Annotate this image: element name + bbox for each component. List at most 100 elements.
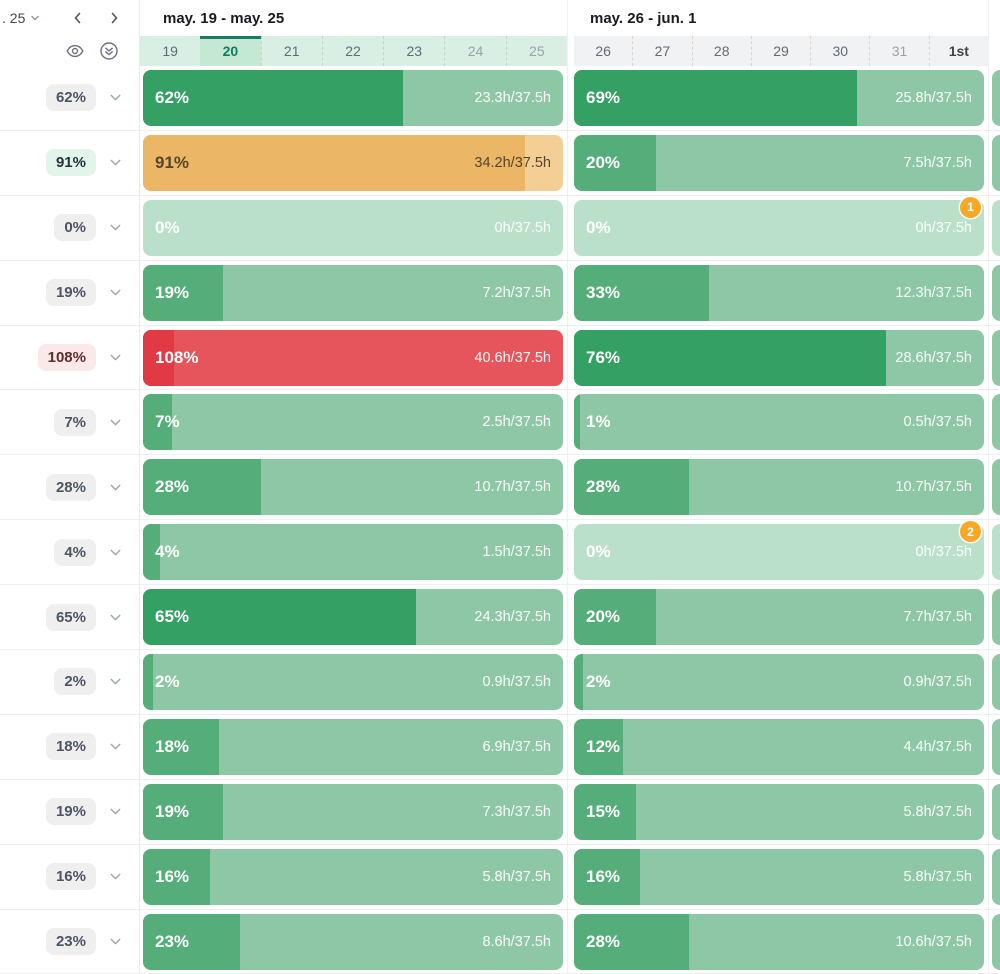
- week1-utilization-bar[interactable]: 23% 8.6h/37.5h: [143, 913, 563, 970]
- week1-utilization-bar[interactable]: 65% 24.3h/37.5h: [143, 589, 563, 646]
- next-week-edge-cell: [992, 715, 1000, 779]
- day-cell-19[interactable]: 19: [162, 43, 178, 59]
- day-cell-25[interactable]: 25: [505, 36, 567, 66]
- day-cell-31[interactable]: 31: [869, 36, 928, 66]
- day-cell-29[interactable]: 29: [750, 36, 810, 66]
- day-cell-26[interactable]: 26: [595, 43, 611, 59]
- next-week-edge-cell: [992, 390, 1000, 454]
- chevron-down-icon[interactable]: [107, 738, 124, 755]
- bar-percent-label: 18%: [155, 736, 190, 756]
- week2-utilization-bar[interactable]: 28% 10.6h/37.5h: [574, 913, 984, 970]
- week1-utilization-bar[interactable]: 62% 23.3h/37.5h: [143, 70, 563, 126]
- week1-utilization-bar[interactable]: 108% 40.6h/37.5h: [143, 329, 563, 386]
- week2-utilization-bar[interactable]: 0% 0h/37.5h: [574, 199, 984, 256]
- week2-utilization-bar[interactable]: 15% 5.8h/37.5h: [574, 783, 984, 840]
- bar-fill: [574, 134, 656, 191]
- next-week-edge-cell: [992, 845, 1000, 909]
- day-cell-20[interactable]: 20: [200, 36, 261, 66]
- week2-utilization-bar[interactable]: 33% 12.3h/37.5h: [574, 264, 984, 321]
- header-left-panel: . 25: [0, 0, 140, 66]
- bar-fill: [143, 718, 219, 775]
- chevron-down-icon[interactable]: [107, 89, 124, 106]
- next-week-bar-sliver: [992, 264, 1000, 321]
- week1-bar-cell: 62% 23.3h/37.5h: [140, 66, 568, 130]
- bar-percent-label: 76%: [586, 347, 621, 367]
- chevron-down-icon[interactable]: [107, 349, 124, 366]
- utilization-badge: 18%: [45, 733, 96, 761]
- day-cell-21[interactable]: 21: [260, 36, 322, 66]
- week1-utilization-bar[interactable]: 4% 1.5h/37.5h: [143, 524, 563, 581]
- collapse-all-button[interactable]: [99, 41, 119, 61]
- bar-hours-label: 34.2h/37.5h: [474, 154, 551, 171]
- chevron-down-icon[interactable]: [107, 154, 124, 171]
- member-row: 91% 91% 34.2h/37.5h 20% 7.5h/37.5h: [0, 130, 1000, 196]
- week1-utilization-bar[interactable]: 19% 7.2h/37.5h: [143, 264, 563, 321]
- week1-bar-cell: 2% 0.9h/37.5h: [140, 650, 568, 714]
- chevron-down-icon[interactable]: [107, 414, 124, 431]
- chevron-down-icon[interactable]: [107, 544, 124, 561]
- bar-percent-label: 108%: [155, 347, 199, 367]
- notification-badge[interactable]: 1: [960, 196, 981, 218]
- chevron-down-icon[interactable]: [107, 219, 124, 236]
- day-cell-22[interactable]: 22: [321, 36, 383, 66]
- chevron-down-icon[interactable]: [107, 803, 124, 820]
- week2-bar-cell: 28% 10.7h/37.5h: [574, 455, 989, 520]
- week2-utilization-bar[interactable]: 20% 7.7h/37.5h: [574, 589, 984, 646]
- bar-percent-label: 62%: [155, 88, 190, 107]
- day-cell-30[interactable]: 30: [810, 36, 869, 66]
- visibility-toggle-button[interactable]: [65, 41, 85, 61]
- bar-hours-label: 2.5h/37.5h: [482, 414, 551, 431]
- chevron-down-icon[interactable]: [107, 609, 124, 626]
- week1-utilization-bar[interactable]: 91% 34.2h/37.5h: [143, 134, 563, 191]
- week2-bar-cell: 69% 25.8h/37.5h: [574, 66, 989, 130]
- bar-fill: [143, 654, 153, 711]
- week1-utilization-bar[interactable]: 7% 2.5h/37.5h: [143, 394, 563, 451]
- bar-percent-label: 0%: [586, 217, 611, 237]
- week2-bar-cell: 15% 5.8h/37.5h: [574, 779, 989, 844]
- week2-utilization-bar[interactable]: 12% 4.4h/37.5h: [574, 718, 984, 775]
- week2-utilization-bar[interactable]: 28% 10.7h/37.5h: [574, 459, 984, 516]
- period-selector[interactable]: . 25: [2, 10, 41, 26]
- prev-week-button[interactable]: [71, 11, 85, 25]
- chevron-down-icon[interactable]: [107, 673, 124, 690]
- week2-utilization-bar[interactable]: 20% 7.5h/37.5h: [574, 134, 984, 191]
- week2-utilization-bar[interactable]: 2% 0.9h/37.5h: [574, 654, 984, 711]
- week1-utilization-bar[interactable]: 2% 0.9h/37.5h: [143, 654, 563, 711]
- bar-percent-label: 15%: [586, 801, 621, 821]
- week2-utilization-bar[interactable]: 16% 5.8h/37.5h: [574, 848, 984, 905]
- day-cell-23[interactable]: 23: [383, 36, 444, 66]
- week1-bar-cell: 18% 6.9h/37.5h: [140, 714, 568, 779]
- day-cell-28[interactable]: 28: [691, 36, 751, 66]
- utilization-badge: 2%: [54, 668, 96, 696]
- week1-utilization-bar[interactable]: 0% 0h/37.5h: [143, 199, 563, 256]
- bar-hours-label: 40.6h/37.5h: [474, 349, 551, 366]
- chevron-down-icon[interactable]: [107, 284, 124, 301]
- week1-bar-cell: 0% 0h/37.5h: [140, 195, 568, 260]
- next-week-button[interactable]: [107, 11, 121, 25]
- member-row: 65% 65% 24.3h/37.5h 20% 7.7h/37.5h: [0, 585, 1000, 651]
- week1-bar-cell: 19% 7.2h/37.5h: [140, 260, 568, 325]
- week2-bar-cell: 16% 5.8h/37.5h: [574, 844, 989, 909]
- chevron-down-icon[interactable]: [107, 479, 124, 496]
- week2-bar-cell: 20% 7.5h/37.5h: [574, 130, 989, 195]
- notification-badge[interactable]: 2: [960, 521, 981, 543]
- day-cell-27[interactable]: 27: [632, 36, 691, 66]
- week2-utilization-bar[interactable]: 0% 0h/37.5h: [574, 524, 984, 581]
- day-cell-24[interactable]: 24: [444, 36, 505, 66]
- chevron-down-icon[interactable]: [107, 933, 124, 950]
- week2-utilization-bar[interactable]: 76% 28.6h/37.5h: [574, 329, 984, 386]
- bar-fill: [574, 264, 710, 321]
- week2-utilization-bar[interactable]: 69% 25.8h/37.5h: [574, 70, 984, 126]
- utilization-badge: 23%: [45, 928, 96, 956]
- chevron-down-icon[interactable]: [107, 868, 124, 885]
- member-row: 23% 23% 8.6h/37.5h 28% 10.6h/37.5h: [0, 909, 1000, 974]
- week1-utilization-bar[interactable]: 28% 10.7h/37.5h: [143, 459, 563, 516]
- week1-utilization-bar[interactable]: 19% 7.3h/37.5h: [143, 783, 563, 840]
- row-left-panel: 19%: [0, 779, 140, 844]
- week1-utilization-bar[interactable]: 18% 6.9h/37.5h: [143, 718, 563, 775]
- week2-utilization-bar[interactable]: 1% 0.5h/37.5h: [574, 394, 984, 451]
- week2-title: may. 26 - jun. 1: [590, 9, 697, 27]
- week1-utilization-bar[interactable]: 16% 5.8h/37.5h: [143, 848, 563, 905]
- day-cell-1st[interactable]: 1st: [928, 36, 988, 66]
- collapse-all-icon: [99, 41, 119, 61]
